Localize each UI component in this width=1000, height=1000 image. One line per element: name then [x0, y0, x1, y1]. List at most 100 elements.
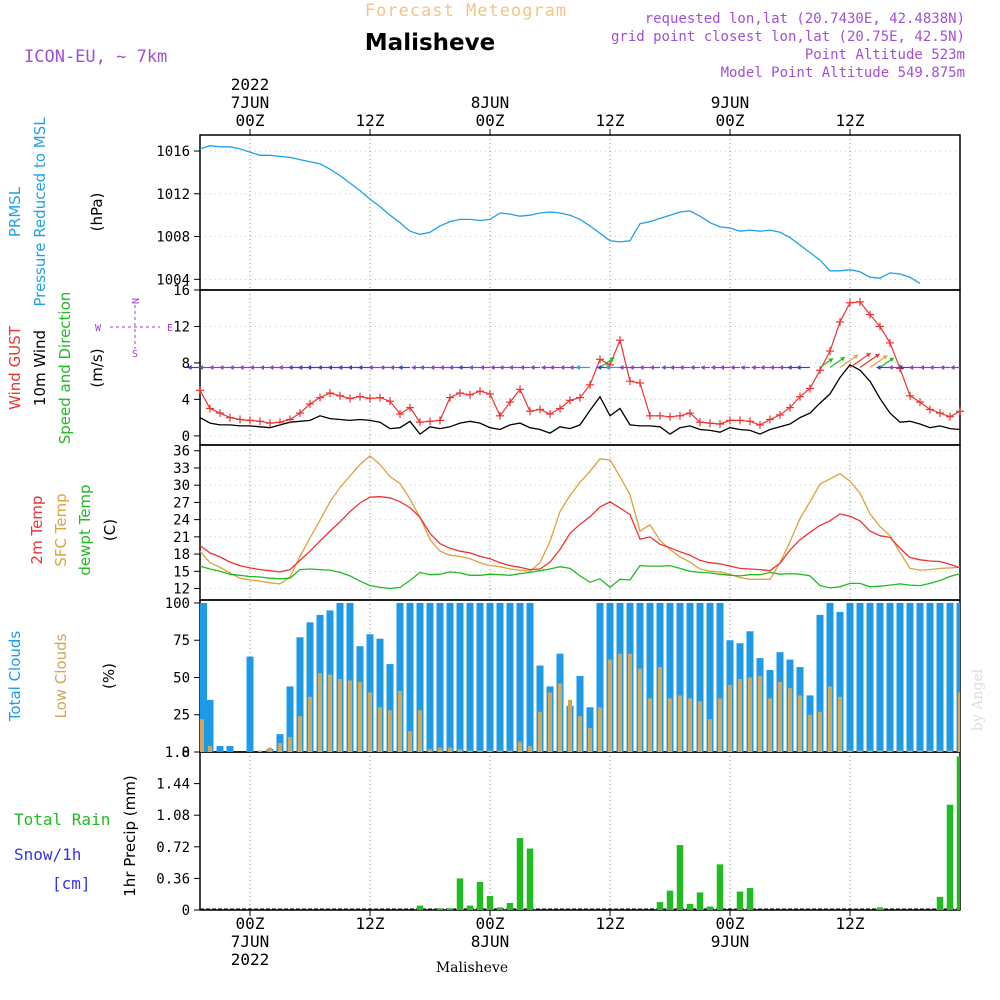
supertitle: Forecast Meteogram	[365, 1, 567, 21]
temp-unit: (C)	[101, 519, 119, 541]
gust-marker	[546, 410, 554, 418]
wind-arrow-head	[448, 365, 453, 370]
gust-marker	[206, 404, 214, 413]
gust-marker	[916, 398, 924, 407]
gust-marker	[666, 412, 674, 421]
total-cloud-bar	[826, 602, 834, 752]
rain-bar	[526, 848, 534, 910]
low-cloud-bar	[788, 687, 792, 752]
low-cloud-bar	[348, 680, 352, 752]
wind-arrow-head	[711, 365, 716, 370]
gust-marker	[276, 418, 284, 427]
wind-arrow-head	[661, 365, 666, 370]
low-cloud-bar	[438, 747, 442, 752]
wind-arrow-head	[520, 365, 525, 370]
model-altitude: Model Point Altitude 549.875m	[721, 65, 965, 81]
time-label-top: 00Z	[236, 111, 265, 130]
low-cloud-bar	[798, 695, 802, 752]
rain-bar	[946, 804, 954, 910]
gust-marker	[476, 387, 484, 396]
precip-unit: 1hr Precip (mm)	[121, 775, 139, 896]
gust-marker	[786, 403, 794, 412]
low-cloud-bar	[808, 714, 812, 752]
gust-marker	[216, 409, 224, 418]
gust-marker	[936, 409, 944, 418]
wind-arrow-head	[853, 354, 859, 360]
total-cloud-bar	[936, 602, 944, 752]
y-tick-label: 75	[173, 633, 190, 649]
low-clouds-label: Low Clouds	[52, 633, 70, 718]
low-cloud-bar	[428, 749, 432, 752]
time-label-top: 8JUN	[471, 93, 510, 112]
wind-arrow-head	[874, 353, 880, 359]
compass-n-label: N	[131, 298, 142, 304]
low-cloud-bar	[518, 741, 522, 752]
y-tick-label: 1008	[156, 230, 190, 246]
wind-arrow-head	[865, 353, 871, 358]
low-cloud-bar	[758, 676, 762, 752]
rain-bar	[676, 845, 684, 910]
low-cloud-bar	[918, 750, 922, 752]
gust-marker	[366, 394, 374, 403]
low-cloud-bar	[568, 699, 572, 752]
total-cloud-bar	[816, 614, 824, 752]
gust-marker	[866, 310, 874, 319]
grid-point-coords: grid point closest lon,lat (20.75E, 42.5…	[611, 29, 965, 45]
total-cloud-bar	[446, 602, 454, 752]
panel-frame	[199, 751, 961, 911]
gust-marker	[836, 317, 844, 326]
time-label-bottom: 9JUN	[711, 932, 750, 951]
low-cloud-bar	[628, 653, 632, 752]
gust-marker	[876, 322, 884, 331]
wind-arrow-head	[411, 365, 416, 370]
low-cloud-bar	[678, 695, 682, 752]
y-tick-label: 12	[173, 319, 190, 335]
low-cloud-bar	[818, 711, 822, 752]
compass-s-label: S	[132, 349, 138, 360]
low-cloud-bar	[578, 716, 582, 752]
wind-arrow-head	[328, 365, 333, 370]
gust-marker	[846, 298, 854, 307]
gust-marker	[266, 419, 274, 428]
low-cloud-bar	[368, 692, 372, 752]
gust-marker	[776, 410, 784, 419]
gust-marker	[716, 420, 724, 429]
total-cloud-bar	[200, 602, 207, 752]
pressure-unit: (hPa)	[88, 193, 106, 232]
wind-arrow-head	[629, 365, 634, 370]
wind-direction-label: Speed and Direction	[56, 292, 74, 445]
wind-arrow	[849, 352, 871, 368]
y-tick-label: 100	[165, 596, 190, 612]
wind-arrow-head	[769, 365, 774, 370]
low-cloud-bar	[358, 681, 362, 752]
low-cloud-bar	[728, 684, 732, 752]
total-cloud-bar	[946, 602, 954, 752]
wind-arrow-head	[898, 365, 903, 370]
low-cloud-bar	[278, 743, 282, 752]
low-cloud-bar	[898, 750, 902, 752]
low-cloud-bar	[318, 673, 322, 752]
tsfc-label: SFC Temp	[52, 493, 70, 566]
rain-bar	[656, 902, 664, 910]
t2m-line	[199, 496, 961, 573]
gust-marker	[496, 411, 504, 420]
low-cloud-bar	[418, 710, 422, 752]
gust-marker	[696, 418, 704, 427]
total-cloud-bar	[436, 602, 444, 752]
rain-bar	[666, 890, 674, 910]
wind-arrow-head	[649, 365, 654, 370]
total-cloud-bar	[706, 602, 714, 752]
pressure-line	[199, 145, 921, 285]
total-cloud-bar	[246, 656, 254, 752]
low-cloud-bar	[778, 681, 782, 752]
wind-arrow-head	[605, 365, 610, 370]
wind-arrow-head	[740, 365, 745, 370]
gust-marker	[886, 338, 894, 347]
wind-arrow-head	[508, 365, 513, 370]
total-cloud-bar	[476, 602, 484, 752]
y-tick-label: 1.08	[156, 808, 190, 824]
wind-arrow-head	[458, 365, 463, 370]
gust-marker	[596, 355, 604, 364]
wind-arrow-head	[229, 365, 234, 370]
total-cloud-bar	[416, 602, 424, 752]
